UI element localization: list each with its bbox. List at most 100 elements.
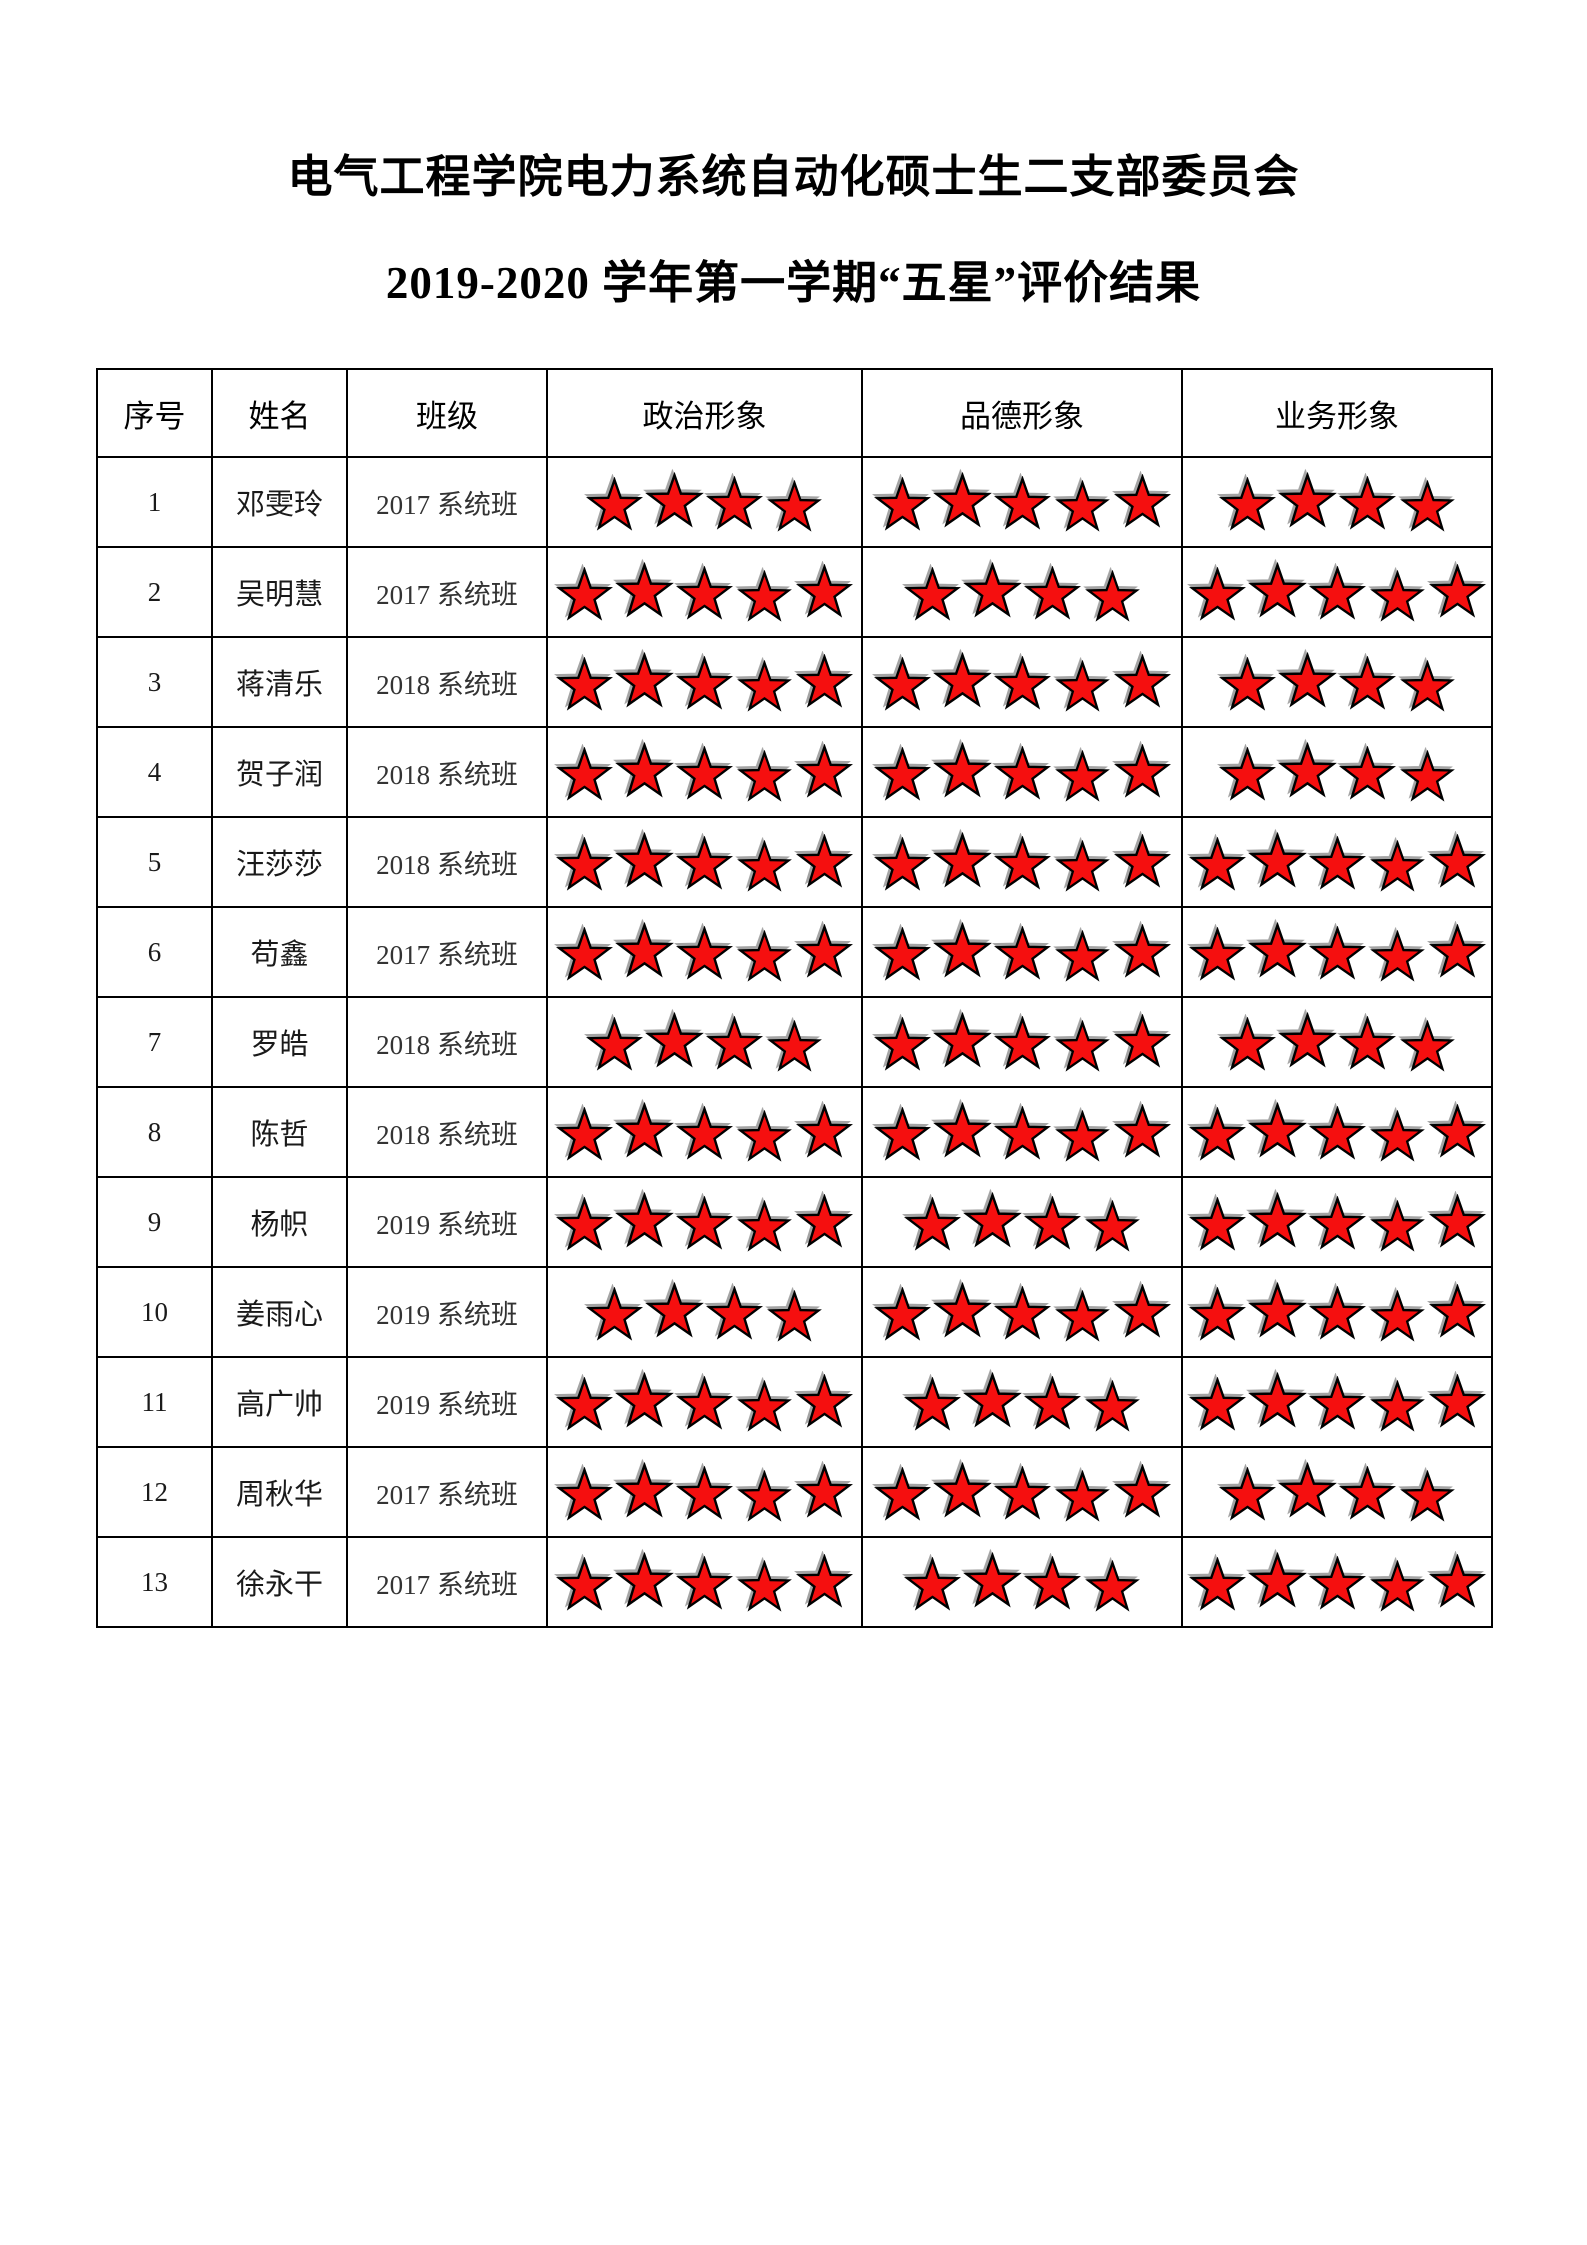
student-name: 姜雨心 (211, 1266, 348, 1358)
student-name: 徐永干 (211, 1536, 348, 1628)
moral-rating-cell (861, 1446, 1183, 1538)
star-icon (737, 1110, 792, 1162)
row-index: 10 (96, 1266, 213, 1358)
star-icon (1247, 1372, 1307, 1428)
star-icon (903, 1377, 961, 1431)
star-icon (737, 1200, 792, 1252)
star-icon (873, 1467, 931, 1521)
row-index: 1 (96, 456, 213, 548)
star-icon (993, 1286, 1051, 1340)
star-icon (1054, 840, 1110, 892)
star-icon (1428, 1554, 1486, 1608)
star-icon (1277, 472, 1337, 528)
ratings-table-wrap: 序号 姓名 班级 政治形象 品德形象 业务形象 1 邓雯玲 2017 系统班 2… (96, 368, 1493, 1628)
star-icon (796, 744, 853, 798)
page-title-line1: 电气工程学院电力系统自动化硕士生二支部委员会 (287, 152, 1300, 202)
star-icon (1247, 1282, 1307, 1338)
star-icon (1054, 660, 1110, 712)
student-name: 高广帅 (211, 1356, 348, 1448)
star-icon (1428, 564, 1486, 618)
student-class: 2018 系统班 (346, 1086, 548, 1178)
star-icon (1428, 924, 1486, 978)
star-icon (737, 1380, 792, 1432)
student-class: 2018 系统班 (346, 726, 548, 818)
star-icon (1023, 566, 1081, 620)
political-rating-cell (546, 906, 863, 998)
table-row: 8 陈哲 2018 系统班 (96, 1086, 1493, 1178)
table-row: 1 邓雯玲 2017 系统班 (96, 456, 1493, 548)
professional-rating-cell (1181, 1266, 1493, 1358)
professional-rating-cell (1181, 456, 1493, 548)
row-index: 3 (96, 636, 213, 728)
header-row: 序号 姓名 班级 政治形象 品德形象 业务形象 (96, 368, 1493, 458)
moral-rating-cell (861, 636, 1183, 728)
student-class: 2017 系统班 (346, 906, 548, 998)
star-icon (615, 1372, 674, 1428)
star-icon (737, 930, 792, 982)
star-icon (1399, 1020, 1455, 1072)
star-icon (1113, 654, 1171, 708)
political-rating-cell (546, 816, 863, 908)
star-icon (615, 1192, 674, 1248)
professional-rating-cell (1181, 1356, 1493, 1448)
star-icon (1188, 567, 1246, 621)
star-icon (615, 652, 674, 708)
star-icon (737, 840, 792, 892)
star-icon (556, 747, 613, 801)
professional-rating-cell (1181, 816, 1493, 908)
star-icon (615, 742, 674, 798)
star-icon (796, 1554, 853, 1608)
student-class: 2019 系统班 (346, 1266, 548, 1358)
moral-rating-cell (861, 456, 1183, 548)
moral-rating-cell (861, 996, 1183, 1088)
table-row: 10 姜雨心 2019 系统班 (96, 1266, 1493, 1358)
table-row: 6 苟鑫 2017 系统班 (96, 906, 1493, 998)
star-icon (932, 742, 992, 798)
star-icon (873, 1287, 931, 1341)
row-index: 12 (96, 1446, 213, 1538)
star-icon (1023, 1196, 1081, 1250)
star-icon (676, 1106, 733, 1160)
star-icon (1369, 1200, 1425, 1252)
star-icon (615, 1552, 674, 1608)
star-icon (1084, 1380, 1140, 1432)
star-icon (586, 1287, 643, 1341)
table-row: 4 贺子润 2018 系统班 (96, 726, 1493, 818)
star-icon (1308, 836, 1366, 890)
star-icon (1218, 477, 1276, 531)
star-icon (1113, 1284, 1171, 1338)
ratings-table: 序号 姓名 班级 政治形象 品德形象 业务形象 1 邓雯玲 2017 系统班 2… (96, 368, 1493, 1628)
star-icon (586, 1017, 643, 1071)
political-rating-cell (546, 1356, 863, 1448)
star-icon (556, 837, 613, 891)
professional-rating-cell (1181, 1536, 1493, 1628)
star-icon (1428, 1104, 1486, 1158)
star-icon (1369, 1560, 1425, 1612)
political-rating-cell (546, 1266, 863, 1358)
political-rating-cell (546, 456, 863, 548)
table-row: 7 罗皓 2018 系统班 (96, 996, 1493, 1088)
star-icon (932, 1102, 992, 1158)
star-icon (1277, 1012, 1337, 1068)
star-icon (645, 472, 704, 528)
star-icon (676, 656, 733, 710)
star-icon (1338, 476, 1396, 530)
star-icon (1338, 1466, 1396, 1520)
star-icon (1308, 1556, 1366, 1610)
star-icon (556, 1107, 613, 1161)
star-icon (615, 922, 674, 978)
political-rating-cell (546, 1536, 863, 1628)
star-icon (1113, 834, 1171, 888)
title-block: 电气工程学院电力系统自动化硕士生二支部委员会 2019-2020 学年第一学期“… (0, 150, 1587, 310)
star-icon (993, 1466, 1051, 1520)
star-icon (645, 1012, 704, 1068)
star-icon (1369, 570, 1425, 622)
star-icon (1369, 930, 1425, 982)
student-name: 陈哲 (211, 1086, 348, 1178)
star-icon (1218, 657, 1276, 711)
star-icon (737, 570, 792, 622)
star-icon (737, 750, 792, 802)
political-rating-cell (546, 546, 863, 638)
row-index: 4 (96, 726, 213, 818)
star-icon (962, 562, 1022, 618)
